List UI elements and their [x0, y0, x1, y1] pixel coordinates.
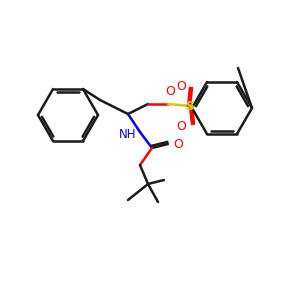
Text: O: O	[165, 85, 175, 98]
Text: NH: NH	[118, 128, 136, 142]
Text: O: O	[173, 137, 183, 151]
Text: S: S	[185, 100, 194, 112]
Text: O: O	[176, 119, 186, 133]
Text: O: O	[176, 80, 186, 92]
